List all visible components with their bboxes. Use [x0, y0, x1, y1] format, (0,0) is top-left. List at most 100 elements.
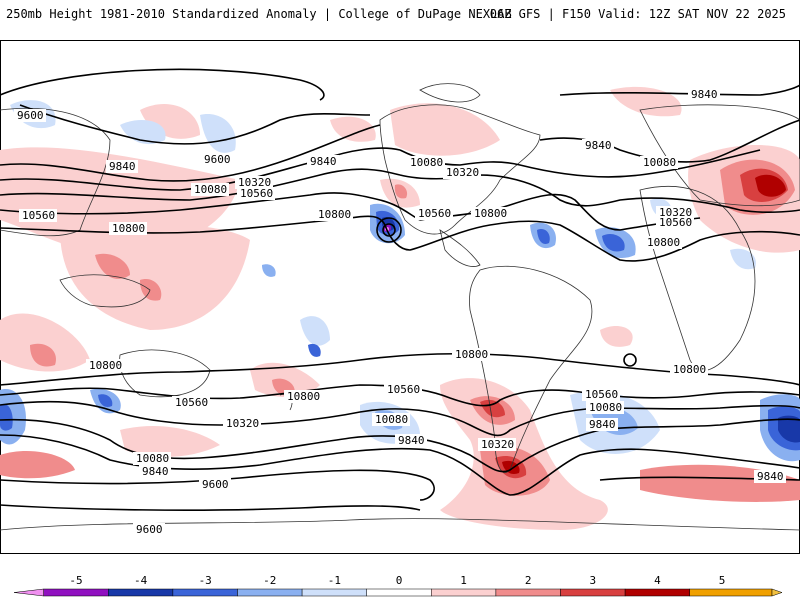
- label-bg: [582, 388, 620, 401]
- contour-label: 9600: [17, 109, 44, 122]
- positive-anomaly-region: [120, 425, 220, 457]
- model-run-info: 06Z GFS | F150 Valid: 12Z SAT NOV 22 202…: [489, 7, 786, 21]
- colorbar-tick-label: 3: [589, 574, 596, 587]
- contour-label: 10080: [643, 156, 676, 169]
- greenland-coast: [419, 83, 481, 103]
- label-bg: [586, 418, 618, 431]
- label-bg: [415, 207, 453, 220]
- contour-9840: [559, 84, 800, 96]
- label-bg: [237, 187, 275, 200]
- label-bg: [19, 209, 57, 222]
- north-america-coast: [379, 104, 541, 235]
- label-bg: [582, 139, 614, 152]
- colorbar-segment: [771, 588, 783, 597]
- positive-anomaly-region: [140, 279, 162, 301]
- contour-10080: [0, 418, 800, 473]
- contour-label: 9840: [757, 470, 784, 483]
- contour-10560: [0, 384, 800, 407]
- contour-label: 10320: [659, 206, 692, 219]
- contour-label: 10080: [136, 452, 169, 465]
- contour-label: 10320: [226, 417, 259, 430]
- label-bg: [106, 160, 138, 173]
- contour-9840: [0, 434, 800, 496]
- contour-label: 10080: [375, 413, 408, 426]
- antarctica-coast: [0, 518, 800, 531]
- label-bg: [688, 88, 720, 101]
- africa-coast: [639, 186, 756, 371]
- contour-9600: [0, 469, 435, 501]
- negative-anomaly-region: [537, 229, 550, 244]
- contour-label: 10800: [474, 207, 507, 220]
- header: 250mb Height 1981-2010 Standardized Anom…: [0, 0, 800, 40]
- contour-label: 10800: [112, 222, 145, 235]
- contour-10800: [0, 352, 800, 386]
- label-bg: [139, 465, 171, 478]
- colorbar-segment: [689, 588, 773, 597]
- colorbar-segment: [560, 588, 626, 597]
- colorbar-segment: [237, 588, 303, 597]
- contour-9600: [19, 104, 371, 145]
- label-bg: [14, 109, 46, 122]
- label-bg: [754, 470, 786, 483]
- contour-label: 9840: [142, 465, 169, 478]
- contour-10080: [399, 149, 761, 178]
- negative-anomaly-region: [602, 233, 625, 252]
- height-contours: [0, 68, 800, 511]
- label-bg: [284, 390, 322, 403]
- colorbar-segment: [624, 588, 690, 597]
- contour-label: 9840: [109, 160, 136, 173]
- label-bg: [315, 208, 353, 221]
- contour-label: 10080: [589, 401, 622, 414]
- label-bg: [640, 156, 678, 169]
- colorbar-tick-label: 4: [654, 574, 661, 587]
- contour-label-group: 9600 9600 9840 9840 9840 9840 10080 1008…: [14, 88, 786, 536]
- label-bg: [86, 359, 124, 372]
- label-bg: [395, 434, 427, 447]
- positive-anomaly-region: [0, 313, 90, 372]
- colorbar-tick-label: -1: [328, 574, 341, 587]
- contour-9600: [0, 68, 325, 101]
- negative-anomaly-region: [262, 264, 276, 277]
- contour-label: 10080: [194, 183, 227, 196]
- colorbar-tick-label: -3: [199, 574, 212, 587]
- positive-anomaly-region: [30, 343, 56, 367]
- contour-closed-low: [382, 223, 396, 237]
- label-bg: [452, 348, 490, 361]
- label-bg: [384, 383, 422, 396]
- positive-anomaly-region: [95, 253, 130, 279]
- contour-label: 10320: [238, 176, 271, 189]
- negative-anomaly-region: [778, 415, 800, 443]
- label-bg: [471, 207, 509, 220]
- positive-anomaly-region: [755, 174, 786, 197]
- contour-label: 9600: [136, 523, 163, 536]
- contour-label: 10080: [410, 156, 443, 169]
- label-bg: [586, 401, 624, 414]
- contour-label: 10800: [647, 236, 680, 249]
- label-bg: [656, 206, 694, 219]
- label-bg: [199, 478, 231, 491]
- contour-9600: [0, 504, 421, 511]
- colorbar-segment: [13, 588, 44, 597]
- colorbar-tick-label: 1: [460, 574, 467, 587]
- contour-label: 9840: [691, 88, 718, 101]
- contour-closed-low: [376, 217, 402, 243]
- colorbar-segment: [366, 588, 432, 597]
- contour-label: 10560: [240, 187, 273, 200]
- label-bg: [372, 413, 410, 426]
- contour-9840: [0, 124, 381, 182]
- colorbar-segment: [43, 588, 109, 597]
- positive-anomaly-region: [330, 116, 376, 142]
- contour-label: 10800: [287, 390, 320, 403]
- contour-label: 9600: [204, 153, 231, 166]
- label-bg: [307, 155, 339, 168]
- positive-anomaly-region: [480, 399, 505, 418]
- colorbar-tick-label: -5: [69, 574, 82, 587]
- label-bg: [407, 156, 445, 169]
- contour-label: 9600: [202, 478, 229, 491]
- colorbar-segment: [495, 588, 561, 597]
- contour-closed-high: [623, 353, 637, 367]
- colorbar-tick-label: 5: [719, 574, 726, 587]
- negative-anomaly-region: [300, 316, 330, 346]
- label-bg: [201, 153, 233, 166]
- central-america-coast: [439, 229, 481, 267]
